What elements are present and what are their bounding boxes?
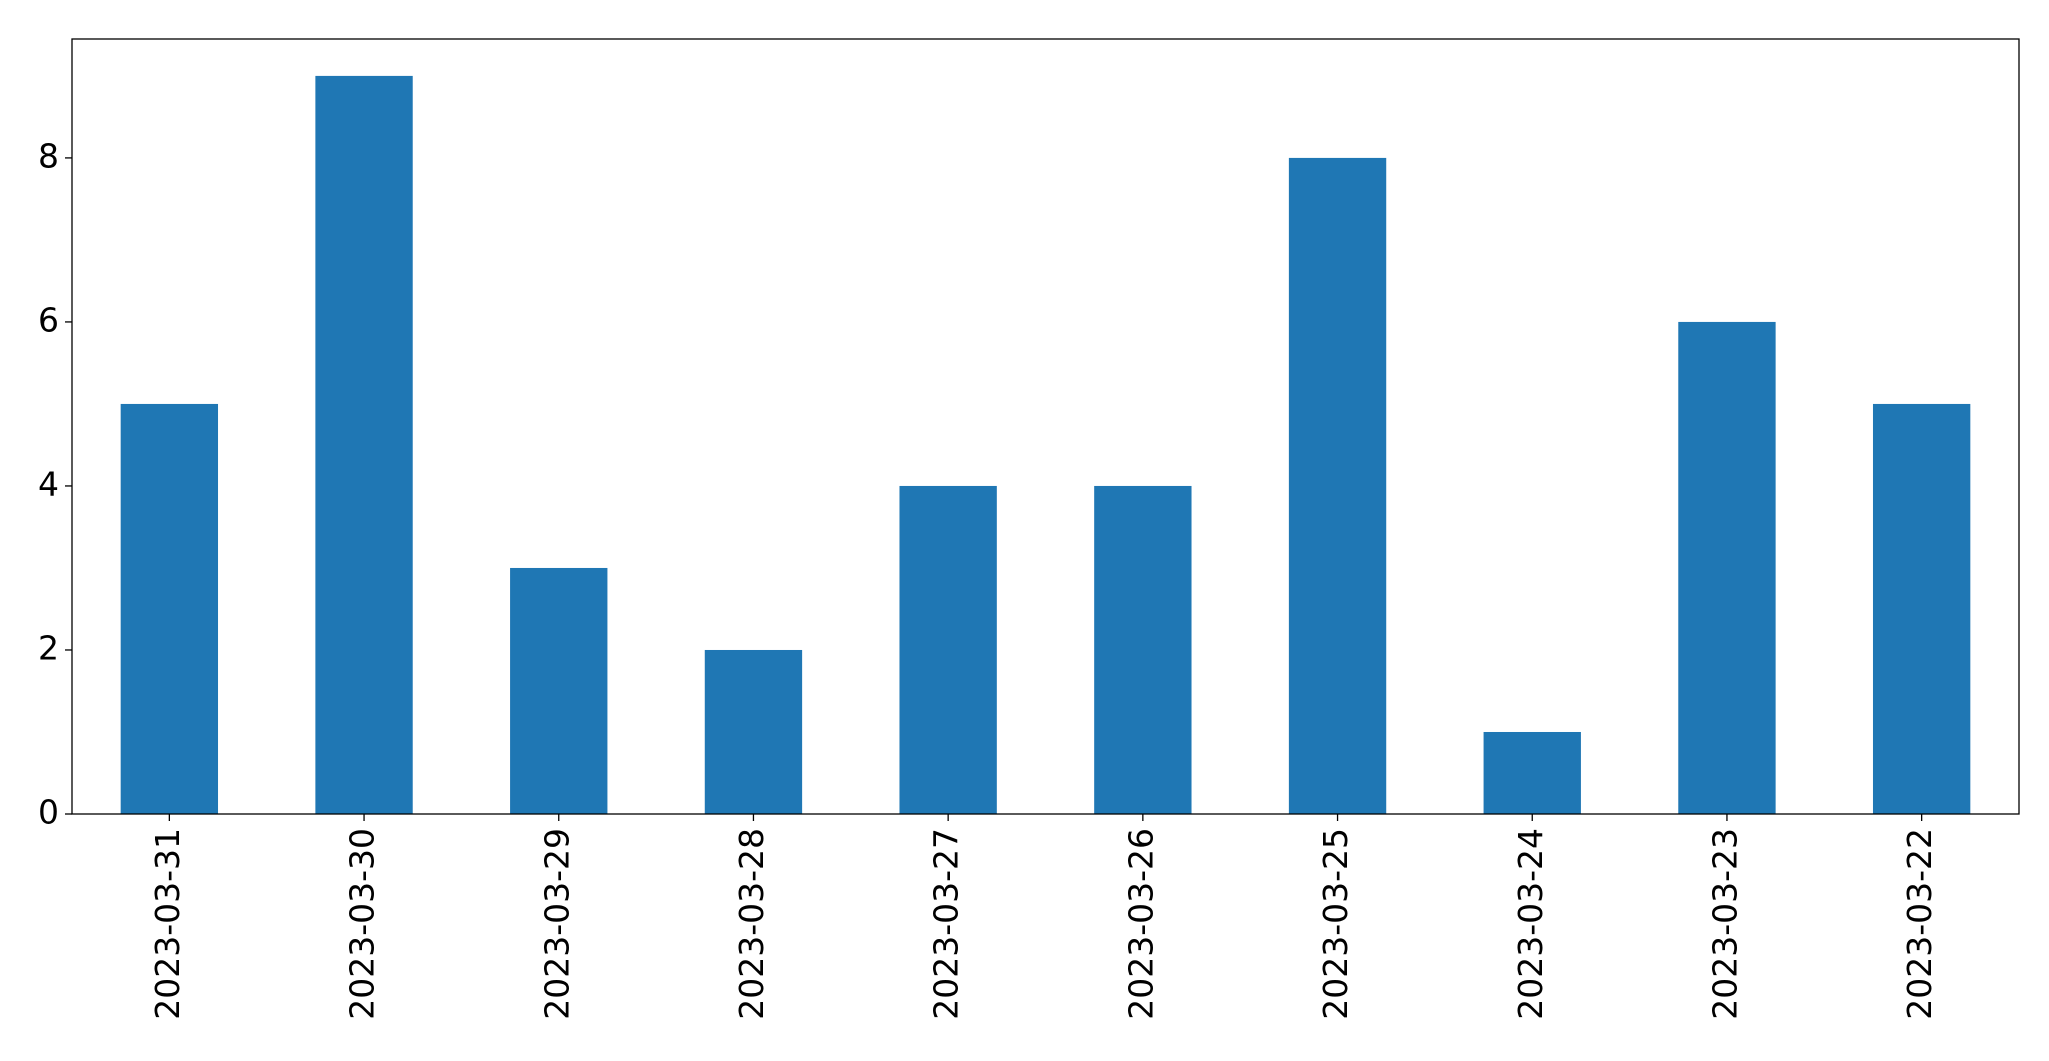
x-tick-label: 2023-03-30 — [343, 828, 382, 1020]
bar — [315, 75, 413, 814]
x-tick-label: 2023-03-31 — [148, 828, 187, 1020]
y-tick-label: 2 — [38, 628, 59, 667]
x-tick-label: 2023-03-22 — [1900, 828, 1939, 1020]
x-tick-label: 2023-03-27 — [927, 828, 966, 1020]
bar — [510, 567, 608, 814]
bar — [1094, 485, 1192, 814]
x-tick-label: 2023-03-23 — [1705, 828, 1744, 1020]
x-tick-label: 2023-03-26 — [1121, 828, 1160, 1020]
y-tick-label: 4 — [38, 464, 59, 503]
bar — [1483, 731, 1581, 814]
y-tick-label: 0 — [38, 793, 59, 832]
x-tick-label: 2023-03-24 — [1511, 828, 1550, 1020]
bar — [899, 485, 997, 814]
x-tick-label: 2023-03-29 — [537, 828, 576, 1020]
y-tick-label: 8 — [38, 136, 59, 175]
bar — [120, 403, 219, 814]
x-tick-label: 2023-03-25 — [1316, 828, 1355, 1020]
bar — [704, 649, 803, 814]
x-tick-label: 2023-03-28 — [732, 828, 771, 1020]
axes-frame — [71, 38, 2020, 815]
bar — [1678, 321, 1776, 814]
bar — [1288, 157, 1387, 814]
y-tick-label: 6 — [38, 300, 59, 339]
bar — [1872, 403, 1971, 814]
